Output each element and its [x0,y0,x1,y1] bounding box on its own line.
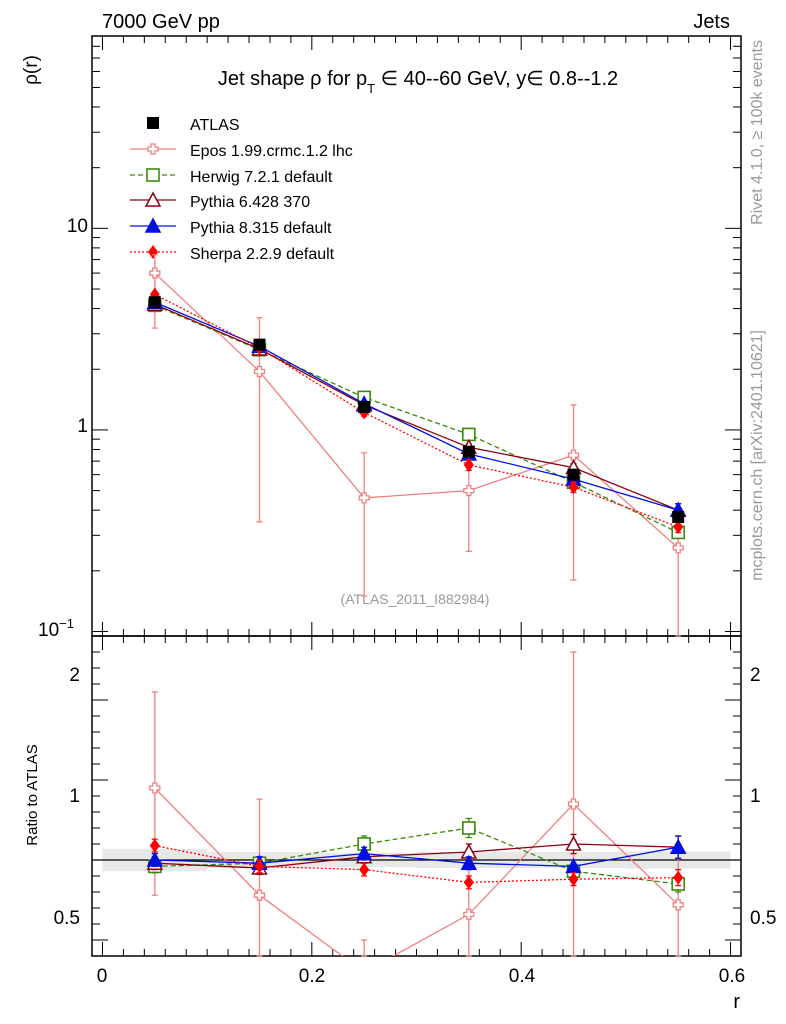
main-point-sherpa-2-2-9-default [463,457,474,472]
header-category: Jets [693,11,730,33]
ratio-point-epos-1-99-crmc-1-2-lhc [149,782,161,794]
title-part-b: ∈ 40--60 GeV, y∈ 0.8--1.2 [375,68,618,90]
ratio-ytick-label-0.5-right: 0.5 [750,908,776,929]
legend-label-sherpa: Sherpa 2.2.9 default [190,246,335,263]
main-point-epos-1-99-crmc-1-2-lhc [672,542,684,554]
ratio-point-sherpa-2-2-9-default [673,870,684,885]
main-ytick-label-0.1: 10−1 [38,616,74,641]
ratio-point-epos-1-99-crmc-1-2-lhc [253,889,266,901]
ratio-xlabel: r [733,991,740,1013]
main-point-atlas [253,338,266,351]
legend-marker-pythia-6-428-370 [144,191,162,207]
ratio-point-epos-1-99-crmc-1-2-lhc [672,899,684,911]
main-point-epos-1-99-crmc-1-2-lhc [358,492,370,504]
ratio-point-sherpa-2-2-9-default [254,859,265,874]
ratio-ytick-label-0.5: 0.5 [54,908,80,929]
ratio-ytick-label-2-right: 2 [750,665,761,686]
legend-label-herwig: Herwig 7.2.1 default [190,169,333,186]
ratio-line-pythia-6-428-370 [154,843,679,869]
main-point-epos-1-99-crmc-1-2-lhc [149,267,161,279]
main-ytick-label-1: 1 [77,416,88,437]
legend-label-pythia8: Pythia 8.315 default [190,220,332,237]
ratio-point-sherpa-2-2-9-default [149,838,160,853]
main-line-pythia-6-428-370 [154,303,679,511]
legend-label-epos: Epos 1.99.crmc.1.2 lhc [190,143,353,160]
main-point-sherpa-2-2-9-default [673,519,684,534]
ratio-xtick-label-0.6: 0.6 [719,966,745,987]
main-line-herwig-7-2-1-default [154,304,679,534]
ratio-point-pythia-8-315-default [355,845,373,861]
main-point-herwig-7-2-1-default [462,427,476,442]
main-point-epos-1-99-crmc-1-2-lhc [253,365,266,378]
ratio-point-sherpa-2-2-9-default [568,872,579,887]
header-collision: 7000 GeV pp [102,11,220,33]
ratio-ytick-label-2: 2 [69,665,80,686]
main-point-atlas [462,445,475,458]
ratio-ylabel: Ratio to ATLAS [24,744,41,845]
main-point-atlas [672,510,685,523]
main-point-sherpa-2-2-9-default [568,480,579,495]
ratio-line-herwig-7-2-1-default [154,827,679,885]
rivet-label: Rivet 4.1.0, ≥ 100k events [749,40,766,225]
mcplots-label: mcplots.cern.ch [arXiv:2401.10621] [749,330,766,581]
main-title: Jet shape ρ for pT ∈ 40--60 GeV, y∈ 0.8-… [218,68,618,96]
ratio-point-sherpa-2-2-9-default [359,862,370,877]
legend-label-pythia6: Pythia 6.428 370 [190,194,310,211]
ratio-line-sherpa-2-2-9-default [154,844,679,884]
ratio-xtick-label-0.2: 0.2 [299,966,325,987]
ratio-line-epos-1-99-crmc-1-2-lhc [154,787,679,956]
ratio-point-epos-1-99-crmc-1-2-lhc [463,908,475,921]
analysis-tag: (ATLAS_2011_I882984) [341,591,490,607]
ratio-xtick-label-0.4: 0.4 [509,966,536,987]
ratio-point-herwig-7-2-1-default [462,821,476,835]
ratio-point-pythia-6-428-370 [565,835,582,851]
legend-marker-sherpa-2-2-9-default [148,245,158,259]
ratio-point-sherpa-2-2-9-default [463,875,474,890]
main-ylabel: ρ(r) [21,55,42,85]
ratio-ytick-label-1-right: 1 [750,786,761,807]
plot-layer [91,35,742,957]
title-subscript: T [367,81,375,96]
main-point-epos-1-99-crmc-1-2-lhc [567,449,580,461]
main-point-epos-1-99-crmc-1-2-lhc [463,484,475,497]
legend-label-atlas: ATLAS [190,117,240,134]
ratio-point-pythia-8-315-default [146,851,164,867]
legend-marker-epos-1-99-crmc-1-2-lhc [147,143,159,155]
legend-marker-atlas [147,117,159,129]
ratio-ytick-label-1: 1 [69,786,80,807]
main-point-atlas [148,296,161,309]
ratio-point-pythia-8-315-default [460,854,478,870]
main-line-sherpa-2-2-9-default [154,293,679,528]
main-ytick-label-10: 10 [67,216,88,237]
main-point-atlas [358,400,371,413]
main-ytick-label-0.1-exp: −1 [59,616,74,631]
title-part-a: Jet shape ρ for p [218,68,367,90]
main-line-epos-1-99-crmc-1-2-lhc [154,272,679,549]
main-ytick-label-0.1-base: 10 [38,620,59,641]
ratio-xtick-label-0: 0 [97,966,108,987]
legend-marker-pythia-8-315-default [144,217,162,233]
legend-marker-herwig-7-2-1-default [146,168,160,182]
ratio-point-pythia-8-315-default [669,838,687,854]
legend: ATLAS Epos 1.99.crmc.1.2 lhc Herwig 7.2.… [130,117,353,263]
ratio-point-epos-1-99-crmc-1-2-lhc [567,798,580,810]
main-point-atlas [567,468,580,481]
